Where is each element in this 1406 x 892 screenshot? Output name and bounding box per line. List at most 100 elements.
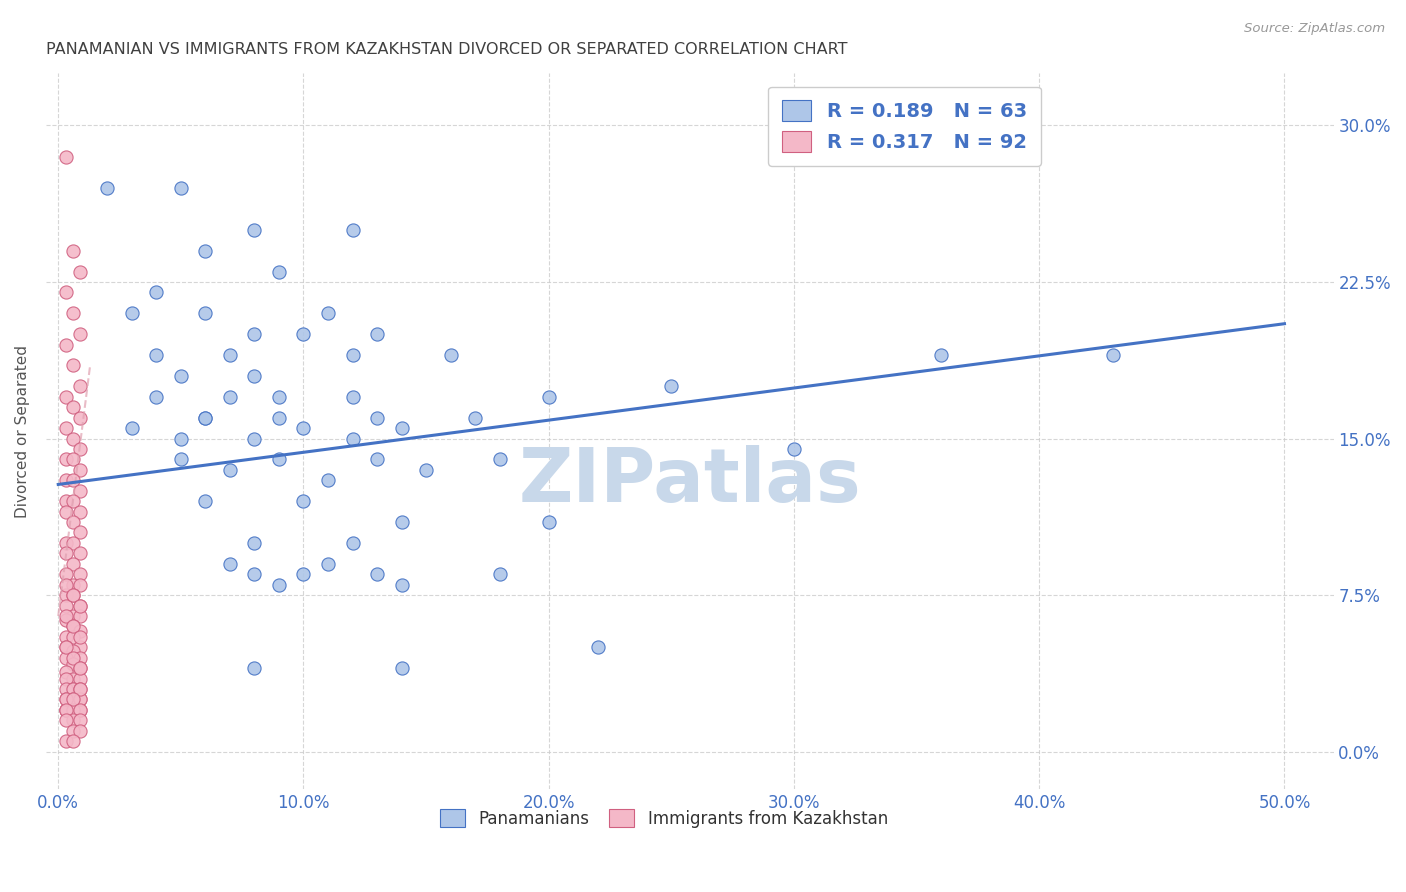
Point: [55, 577, 77, 591]
Point: [219, 557, 242, 571]
Point: [69, 723, 91, 738]
Point: [55, 681, 77, 696]
Point: [69, 379, 91, 393]
Point: [170, 432, 193, 446]
Point: [69, 546, 91, 560]
Point: [55, 703, 77, 717]
Point: [219, 348, 242, 362]
Point: [55, 452, 77, 467]
Point: [69, 264, 91, 278]
Point: [316, 306, 339, 320]
Point: [243, 223, 266, 237]
Point: [316, 473, 339, 487]
Point: [55, 630, 77, 644]
Point: [243, 327, 266, 342]
Point: [69, 577, 91, 591]
Point: [69, 599, 91, 613]
Point: [55, 613, 77, 627]
Point: [55, 494, 77, 508]
Point: [69, 505, 91, 519]
Point: [62, 703, 84, 717]
Point: [69, 692, 91, 706]
Point: [55, 692, 77, 706]
Point: [586, 640, 609, 655]
Point: [62, 619, 84, 633]
Point: [62, 692, 84, 706]
Point: [62, 630, 84, 644]
Text: Source: ZipAtlas.com: Source: ZipAtlas.com: [1244, 22, 1385, 36]
Point: [62, 650, 84, 665]
Point: [62, 452, 84, 467]
Point: [391, 577, 413, 591]
Point: [62, 734, 84, 748]
Point: [267, 264, 290, 278]
Point: [62, 536, 84, 550]
Point: [170, 368, 193, 383]
Point: [391, 421, 413, 435]
Point: [464, 410, 486, 425]
Point: [145, 390, 167, 404]
Point: [55, 714, 77, 728]
Point: [69, 567, 91, 582]
Point: [1101, 348, 1123, 362]
Point: [62, 588, 84, 602]
Point: [783, 442, 806, 456]
Point: [69, 609, 91, 624]
Point: [62, 244, 84, 258]
Point: [69, 650, 91, 665]
Point: [69, 483, 91, 498]
Point: [62, 681, 84, 696]
Point: [62, 494, 84, 508]
Point: [62, 401, 84, 415]
Point: [96, 181, 118, 195]
Point: [219, 390, 242, 404]
Point: [366, 452, 388, 467]
Point: [366, 327, 388, 342]
Point: [55, 505, 77, 519]
Point: [243, 567, 266, 582]
Point: [342, 348, 364, 362]
Point: [62, 609, 84, 624]
Point: [55, 609, 77, 624]
Point: [929, 348, 952, 362]
Point: [170, 181, 193, 195]
Point: [243, 661, 266, 675]
Point: [55, 640, 77, 655]
Point: [69, 327, 91, 342]
Point: [62, 703, 84, 717]
Point: [55, 390, 77, 404]
Point: [69, 714, 91, 728]
Point: [55, 734, 77, 748]
Point: [55, 665, 77, 680]
Point: [55, 536, 77, 550]
Point: [243, 368, 266, 383]
Point: [659, 379, 682, 393]
Point: [267, 577, 290, 591]
Point: [292, 567, 315, 582]
Point: [342, 390, 364, 404]
Legend: Panamanians, Immigrants from Kazakhstan: Panamanians, Immigrants from Kazakhstan: [433, 803, 894, 835]
Point: [121, 306, 143, 320]
Point: [62, 359, 84, 373]
Point: [55, 703, 77, 717]
Point: [292, 327, 315, 342]
Point: [62, 515, 84, 529]
Point: [267, 390, 290, 404]
Point: [267, 410, 290, 425]
Point: [316, 557, 339, 571]
Point: [69, 624, 91, 638]
Point: [69, 692, 91, 706]
Point: [62, 619, 84, 633]
Point: [69, 681, 91, 696]
Point: [62, 473, 84, 487]
Point: [342, 432, 364, 446]
Point: [62, 644, 84, 658]
Point: [488, 567, 510, 582]
Point: [69, 661, 91, 675]
Point: [55, 421, 77, 435]
Point: [62, 723, 84, 738]
Point: [55, 473, 77, 487]
Point: [121, 421, 143, 435]
Point: [145, 285, 167, 300]
Point: [69, 599, 91, 613]
